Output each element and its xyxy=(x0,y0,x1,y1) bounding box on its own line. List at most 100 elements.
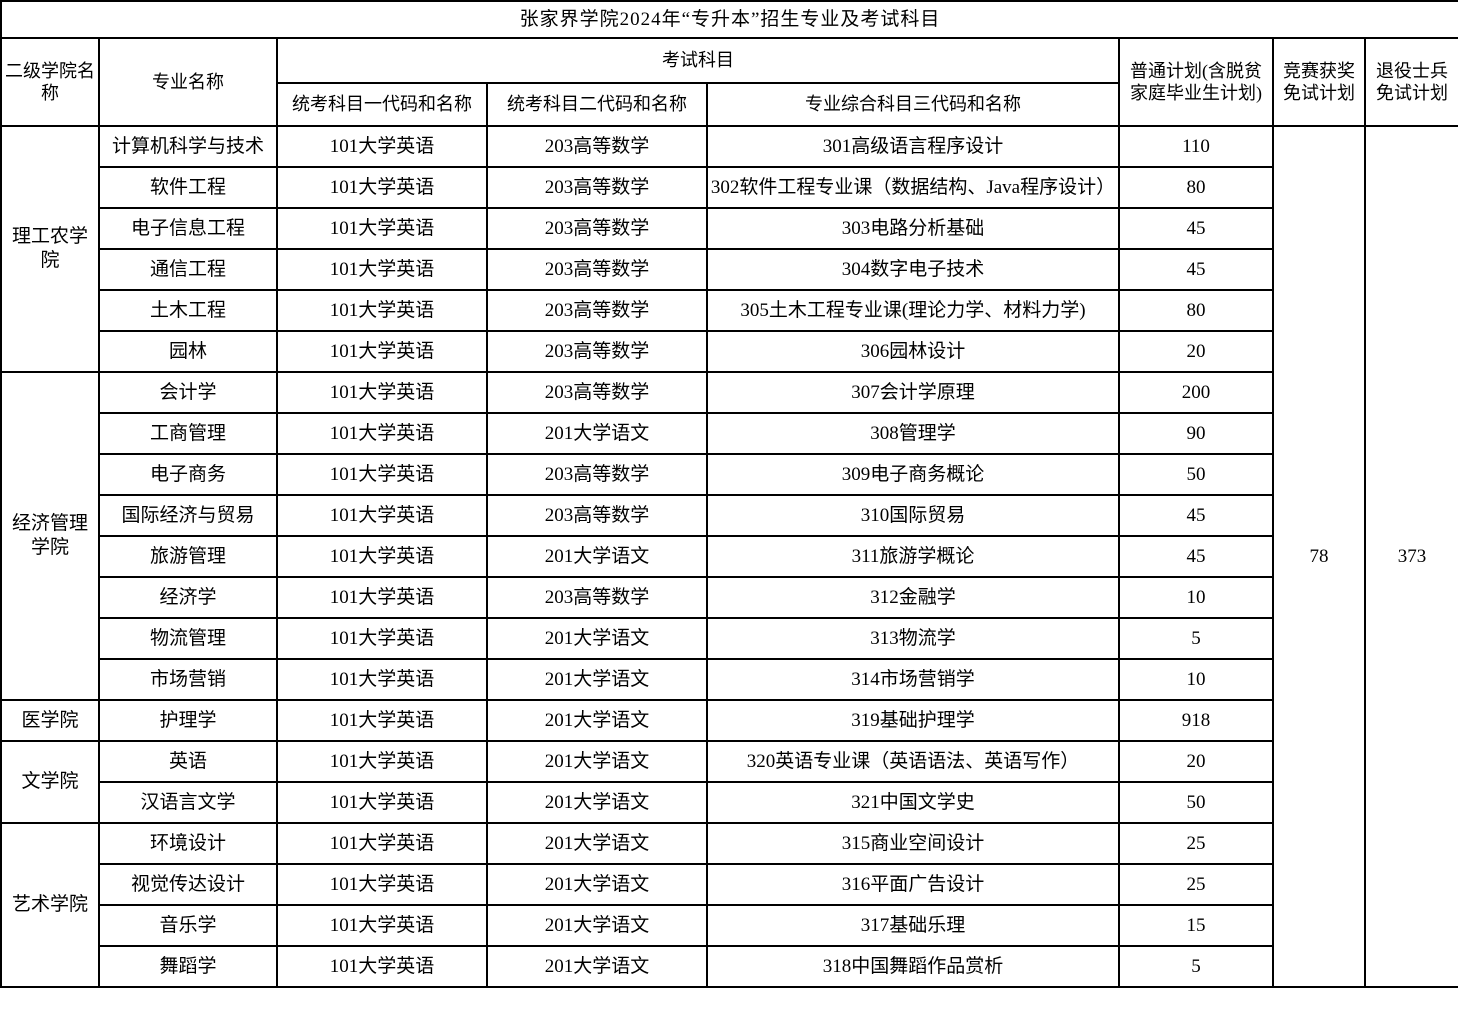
college-cell: 理工农学院 xyxy=(0,125,100,373)
subject2-cell: 203高等数学 xyxy=(486,576,708,619)
plan-cell: 80 xyxy=(1118,289,1274,332)
subject2-cell: 203高等数学 xyxy=(486,289,708,332)
table-row: 工商管理 101大学英语 201大学语文 308管理学 90 xyxy=(1,412,1458,455)
subject1-cell: 101大学英语 xyxy=(276,904,488,947)
header-major: 专业名称 xyxy=(98,37,278,127)
plan-cell: 50 xyxy=(1118,781,1274,824)
table-row: 汉语言文学 101大学英语 201大学语文 321中国文学史 50 xyxy=(1,781,1458,824)
subject2-cell: 201大学语文 xyxy=(486,617,708,660)
subject2-cell: 203高等数学 xyxy=(486,453,708,496)
page-title: 张家界学院2024年“专升本”招生专业及考试科目 xyxy=(0,0,1458,39)
table-row: 文学院 英语 101大学英语 201大学语文 320英语专业课（英语语法、英语写… xyxy=(0,740,1458,824)
subject1-cell: 101大学英语 xyxy=(276,453,488,496)
subject3-cell: 308管理学 xyxy=(706,412,1120,455)
header-subject3: 专业综合科目三代码和名称 xyxy=(706,82,1120,127)
subject1-cell: 101大学英语 xyxy=(276,699,488,742)
major-cell: 土木工程 xyxy=(98,289,278,332)
header-general-plan: 普通计划(含脱贫家庭毕业生计划) xyxy=(1118,37,1274,127)
subject3-cell: 305土木工程专业课(理论力学、材料力学) xyxy=(706,289,1120,332)
header-college: 二级学院名称 xyxy=(0,37,100,127)
table-row: 理工农学院 计算机科学与技术 101大学英语 203高等数学 301高级语言程序… xyxy=(0,125,1458,988)
subject3-cell: 319基础护理学 xyxy=(706,699,1120,742)
table-row: 经济学 101大学英语 203高等数学 312金融学 10 xyxy=(1,576,1458,619)
subject1-cell: 101大学英语 xyxy=(276,371,488,414)
table-row: 经济管理学院 会计学 101大学英语 203高等数学 307会计学原理 200 xyxy=(0,371,1458,701)
plan-cell: 200 xyxy=(1118,371,1274,414)
major-cell: 舞蹈学 xyxy=(98,945,278,988)
header-row-sub: 统考科目一代码和名称 统考科目二代码和名称 专业综合科目三代码和名称 xyxy=(1,82,1458,127)
subject1-cell: 101大学英语 xyxy=(276,822,488,865)
table-row: 物流管理 101大学英语 201大学语文 313物流学 5 xyxy=(1,617,1458,660)
major-cell: 物流管理 xyxy=(98,617,278,660)
subject3-cell: 314市场营销学 xyxy=(706,658,1120,701)
subject2-cell: 203高等数学 xyxy=(486,330,708,373)
major-cell: 电子信息工程 xyxy=(98,207,278,250)
table-row: 视觉传达设计 101大学英语 201大学语文 316平面广告设计 25 xyxy=(1,863,1458,906)
subject3-cell: 302软件工程专业课（数据结构、Java程序设计） xyxy=(706,166,1120,209)
subject1-cell: 101大学英语 xyxy=(276,412,488,455)
subject3-cell: 304数字电子技术 xyxy=(706,248,1120,291)
college-cell: 医学院 xyxy=(0,699,100,742)
subject2-cell: 203高等数学 xyxy=(486,166,708,209)
subject2-cell: 201大学语文 xyxy=(486,781,708,824)
subject3-cell: 310国际贸易 xyxy=(706,494,1120,537)
major-cell: 英语 xyxy=(98,740,278,783)
table-row: 市场营销 101大学英语 201大学语文 314市场营销学 10 xyxy=(1,658,1458,701)
subject2-cell: 201大学语文 xyxy=(486,658,708,701)
subject3-cell: 320英语专业课（英语语法、英语写作） xyxy=(706,740,1120,783)
subject1-cell: 101大学英语 xyxy=(276,863,488,906)
table-row: 园林 101大学英语 203高等数学 306园林设计 20 xyxy=(1,330,1458,373)
major-cell: 园林 xyxy=(98,330,278,373)
plan-cell: 45 xyxy=(1118,248,1274,291)
major-cell: 环境设计 xyxy=(98,822,278,865)
subject3-cell: 303电路分析基础 xyxy=(706,207,1120,250)
plan-cell: 15 xyxy=(1118,904,1274,947)
plan-cell: 10 xyxy=(1118,576,1274,619)
table-row: 医学院 护理学 101大学英语 201大学语文 319基础护理学 918 xyxy=(0,699,1458,742)
subject3-cell: 318中国舞蹈作品赏析 xyxy=(706,945,1120,988)
header-subject2: 统考科目二代码和名称 xyxy=(486,82,708,127)
header-veteran-plan: 退役士兵免试计划 xyxy=(1364,37,1458,127)
subject2-cell: 201大学语文 xyxy=(486,863,708,906)
plan-cell: 110 xyxy=(1118,125,1274,168)
plan-cell: 25 xyxy=(1118,863,1274,906)
table-row: 旅游管理 101大学英语 201大学语文 311旅游学概论 45 xyxy=(1,535,1458,578)
subject3-cell: 301高级语言程序设计 xyxy=(706,125,1120,168)
subject1-cell: 101大学英语 xyxy=(276,617,488,660)
plan-cell: 90 xyxy=(1118,412,1274,455)
table-row: 舞蹈学 101大学英语 201大学语文 318中国舞蹈作品赏析 5 xyxy=(1,945,1458,988)
competition-total-cell: 78 xyxy=(1272,125,1366,988)
header-subject1: 统考科目一代码和名称 xyxy=(276,82,488,127)
major-cell: 护理学 xyxy=(98,699,278,742)
subject1-cell: 101大学英语 xyxy=(276,945,488,988)
major-cell: 工商管理 xyxy=(98,412,278,455)
subject2-cell: 201大学语文 xyxy=(486,945,708,988)
subject3-cell: 317基础乐理 xyxy=(706,904,1120,947)
plan-cell: 80 xyxy=(1118,166,1274,209)
subject2-cell: 201大学语文 xyxy=(486,412,708,455)
subject2-cell: 203高等数学 xyxy=(486,125,708,168)
header-exam-subjects: 考试科目 xyxy=(276,37,1120,84)
major-cell: 汉语言文学 xyxy=(98,781,278,824)
plan-cell: 25 xyxy=(1118,822,1274,865)
subject3-cell: 316平面广告设计 xyxy=(706,863,1120,906)
subject1-cell: 101大学英语 xyxy=(276,330,488,373)
subject1-cell: 101大学英语 xyxy=(276,248,488,291)
major-cell: 会计学 xyxy=(98,371,278,414)
plan-cell: 20 xyxy=(1118,330,1274,373)
major-cell: 市场营销 xyxy=(98,658,278,701)
subject1-cell: 101大学英语 xyxy=(276,781,488,824)
subject1-cell: 101大学英语 xyxy=(276,125,488,168)
subject1-cell: 101大学英语 xyxy=(276,535,488,578)
admission-plan-table: 张家界学院2024年“专升本”招生专业及考试科目 二级学院名称 专业名称 考试科… xyxy=(0,0,1458,988)
subject1-cell: 101大学英语 xyxy=(276,494,488,537)
veteran-total-cell: 373 xyxy=(1364,125,1458,988)
plan-cell: 10 xyxy=(1118,658,1274,701)
subject1-cell: 101大学英语 xyxy=(276,576,488,619)
table-row: 国际经济与贸易 101大学英语 203高等数学 310国际贸易 45 xyxy=(1,494,1458,537)
subject3-cell: 315商业空间设计 xyxy=(706,822,1120,865)
plan-cell: 45 xyxy=(1118,494,1274,537)
subject2-cell: 201大学语文 xyxy=(486,904,708,947)
subject2-cell: 201大学语文 xyxy=(486,699,708,742)
